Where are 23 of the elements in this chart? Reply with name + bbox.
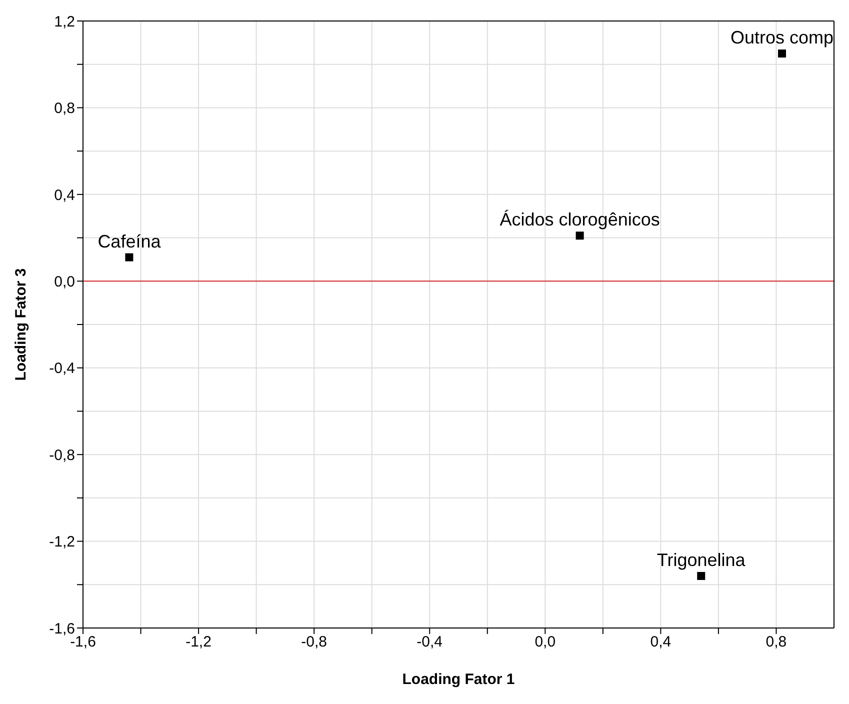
y-tick-label: 0,0 — [54, 273, 75, 290]
point — [778, 50, 786, 58]
y-tick-label: 0,4 — [54, 186, 75, 204]
x-tick-label: 0,8 — [766, 634, 787, 651]
y-tick-label: 1,2 — [54, 13, 75, 30]
point — [697, 572, 706, 580]
y-tick-label: 0,8 — [54, 100, 75, 118]
annotation: Trigonelina — [656, 550, 746, 570]
point — [125, 253, 134, 262]
y-axis-title: Loading Fator 3 — [12, 268, 30, 381]
x-tick-label: -0,4 — [416, 634, 443, 651]
y-tick-label: -0,4 — [49, 360, 75, 378]
x-tick-label: -0,8 — [301, 634, 328, 651]
annotation: Cafeína — [98, 231, 162, 252]
y-tick-label: -0,8 — [49, 446, 75, 464]
x-axis-title: Loading Fator 1 — [402, 671, 515, 688]
x-tick-label: -1,2 — [186, 634, 212, 651]
x-tick-label: 0,0 — [534, 634, 556, 651]
y-tick-label: -1,2 — [49, 534, 75, 551]
point — [576, 232, 584, 240]
annotation: Outros comp — [730, 28, 834, 48]
x-tick-label: 0,4 — [650, 634, 672, 651]
annotation: Ácidos clorogênicos — [500, 210, 660, 230]
